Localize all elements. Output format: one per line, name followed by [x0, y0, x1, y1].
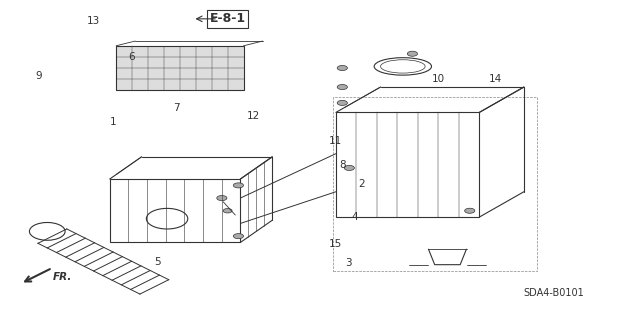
Text: FR.: FR. [52, 272, 72, 282]
Text: 12: 12 [246, 111, 260, 121]
Text: 11: 11 [330, 136, 342, 146]
Text: 7: 7 [173, 103, 180, 113]
Text: 2: 2 [358, 179, 365, 189]
Circle shape [344, 165, 355, 171]
Text: 10: 10 [431, 74, 444, 84]
Text: 14: 14 [488, 74, 502, 84]
Circle shape [337, 66, 348, 70]
Circle shape [465, 208, 475, 213]
Circle shape [337, 100, 348, 105]
Circle shape [217, 196, 227, 201]
Text: 1: 1 [109, 117, 116, 127]
Text: 8: 8 [339, 160, 346, 170]
Text: E-8-1: E-8-1 [209, 12, 246, 25]
Text: 9: 9 [35, 71, 42, 81]
Text: 6: 6 [129, 52, 135, 62]
Text: 5: 5 [154, 257, 161, 267]
Text: 3: 3 [346, 258, 352, 268]
Text: 15: 15 [330, 239, 342, 249]
Circle shape [337, 84, 348, 90]
Text: 13: 13 [87, 16, 100, 26]
Circle shape [234, 234, 244, 239]
Text: SDA4-B0101: SDA4-B0101 [524, 288, 584, 298]
Circle shape [407, 51, 417, 56]
Circle shape [223, 209, 232, 213]
Circle shape [234, 183, 244, 188]
Polygon shape [116, 46, 244, 90]
Text: 4: 4 [352, 212, 358, 222]
